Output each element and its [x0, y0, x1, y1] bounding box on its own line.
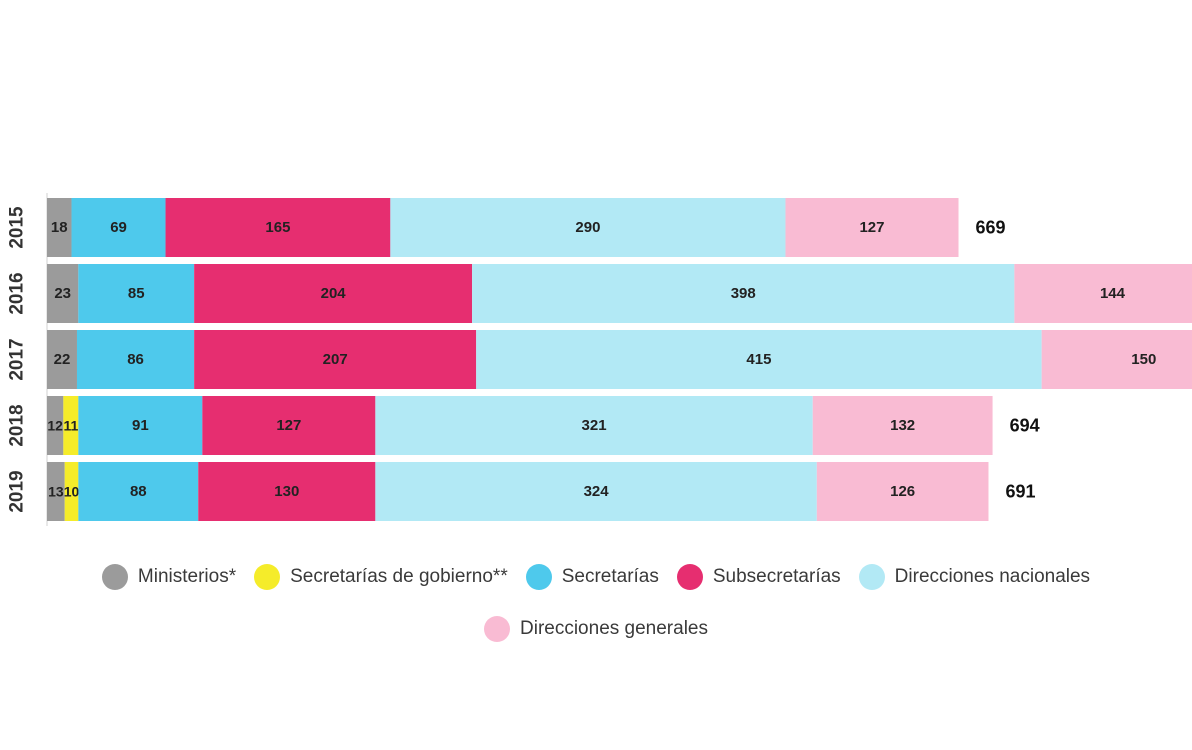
bar-segment: [390, 198, 786, 257]
data-label: 127: [276, 417, 301, 434]
legend-item: Ministerios*: [101, 564, 237, 590]
data-label: 290: [575, 219, 600, 236]
legend-swatch-icon: [525, 564, 552, 590]
bar-segment: [47, 462, 65, 521]
bar-segment: [47, 396, 64, 455]
data-label: 415: [746, 351, 771, 368]
data-label: 207: [323, 351, 348, 368]
total-label: 669: [976, 218, 1006, 238]
legend-label: Ministerios*: [137, 566, 237, 587]
chart-plot: 2015 18 69 165 290 127 669 2016 23 85 204 398 144 201…: [7, 193, 1192, 526]
data-label: 398: [731, 285, 756, 302]
legend-label: Secretarías: [561, 566, 659, 587]
bar-segment: [78, 396, 203, 455]
bar-segment: [785, 198, 959, 257]
data-label: 144: [1100, 285, 1126, 302]
legend-swatch-icon: [254, 564, 281, 590]
bar-segment: [194, 264, 473, 323]
bar-segment: [63, 396, 79, 455]
legend-label: Secretarías de gobierno**: [290, 566, 508, 587]
legend-item: Direcciones nacionales: [858, 564, 1091, 590]
bar-segment: [375, 462, 817, 521]
data-label: 204: [321, 285, 347, 302]
bar-segment: [47, 330, 77, 389]
data-label: 18: [51, 219, 68, 236]
data-label: 13: [48, 484, 64, 500]
data-label: 127: [859, 219, 884, 236]
legend-item: Secretarías: [525, 564, 659, 590]
legend-item: Direcciones generales: [484, 616, 708, 642]
bar-segment: [47, 264, 79, 323]
legend-row: Direcciones generales: [0, 612, 1192, 646]
bar-segment: [71, 198, 166, 257]
data-label: 126: [890, 483, 915, 500]
data-label: 132: [890, 417, 915, 434]
data-label: 324: [584, 483, 610, 500]
bar-segment: [78, 462, 199, 521]
y-tick-label: 2016: [7, 272, 28, 314]
y-tick-label: 2019: [7, 470, 28, 512]
data-label: 321: [582, 417, 607, 434]
legend-swatch-icon: [676, 564, 703, 590]
data-label: 22: [54, 351, 71, 368]
data-label: 11: [63, 418, 78, 434]
bar-segment: [1014, 264, 1192, 323]
legend-row: Ministerios* Secretarías de gobierno** Sec…: [0, 560, 1192, 594]
bar-segment: [375, 396, 813, 455]
legend-label: Direcciones nacionales: [894, 566, 1091, 587]
bar-segment: [198, 462, 376, 521]
data-label: 150: [1131, 351, 1156, 368]
bar-segment: [472, 264, 1015, 323]
bar-segment: [812, 396, 993, 455]
data-label: 86: [127, 351, 144, 368]
data-label: 88: [130, 483, 147, 500]
legend-label: Subsecretarías: [712, 566, 841, 587]
data-label: 10: [64, 484, 80, 500]
data-label: 130: [274, 483, 299, 500]
legend-item: Secretarías de gobierno**: [254, 564, 508, 590]
bar-segment: [78, 264, 195, 323]
bar-segment: [476, 330, 1042, 389]
data-label: 12: [47, 418, 63, 434]
data-label: 165: [265, 219, 290, 236]
bar-segment: [1041, 330, 1192, 389]
bar-segment: [76, 330, 195, 389]
legend-swatch-icon: [484, 616, 510, 642]
y-tick-label: 2015: [7, 206, 28, 249]
legend-item: Subsecretarías: [676, 564, 841, 590]
y-tick-label: 2017: [7, 338, 28, 380]
bar-segment: [816, 462, 989, 521]
legend-swatch-icon: [858, 564, 885, 590]
total-label: 691: [1005, 482, 1035, 502]
legend-swatch-icon: [101, 564, 128, 590]
chart-legend: Ministerios* Secretarías de gobierno** Sec…: [0, 560, 1192, 664]
bar-segment: [202, 396, 376, 455]
bar-segment: [47, 198, 72, 257]
legend-label: Direcciones generales: [520, 618, 708, 639]
data-label: 69: [110, 219, 127, 236]
bar-segment: [64, 462, 79, 521]
total-label: 694: [1010, 416, 1040, 436]
bar-segment: [194, 330, 477, 389]
data-label: 85: [128, 285, 145, 302]
bar-segment: [165, 198, 391, 257]
data-label: 91: [132, 417, 149, 434]
data-label: 23: [54, 285, 71, 302]
y-tick-label: 2018: [7, 404, 28, 446]
